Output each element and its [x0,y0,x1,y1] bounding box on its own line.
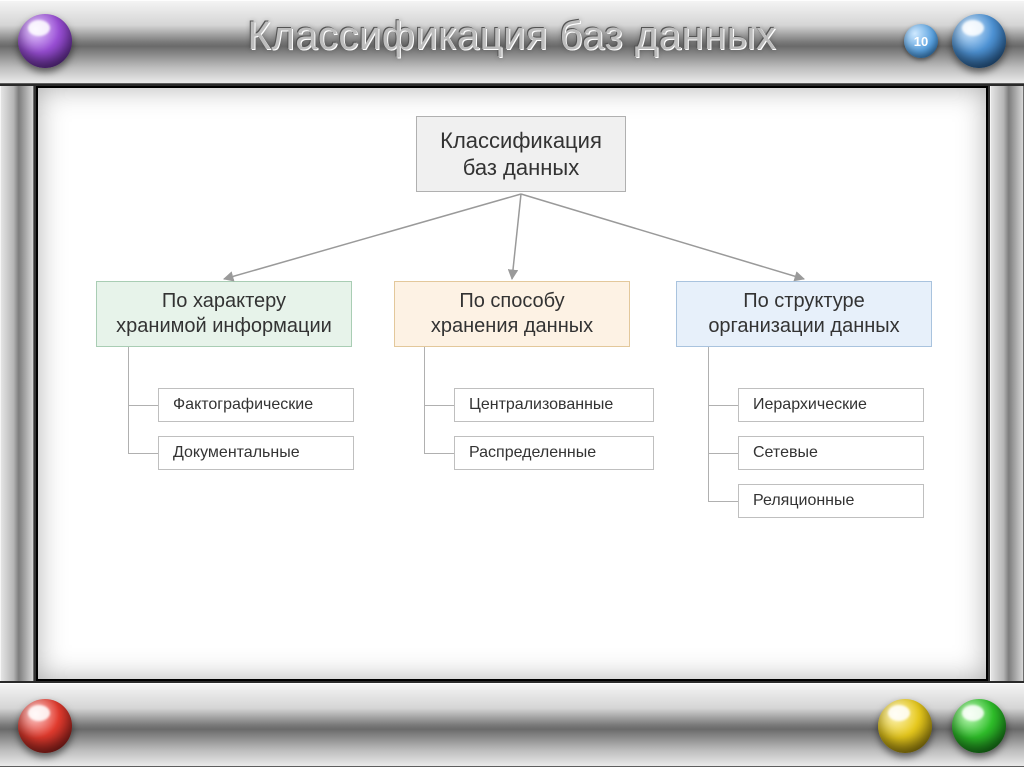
tree-connector [424,453,454,454]
slide-title: Классификация баз данных [0,14,1024,59]
tree-connector [708,347,709,501]
tree-leaf: Централизованные [454,388,654,422]
sphere-green-icon [952,699,1006,753]
slide-frame: 10 Классификация баз данных Классификаци… [0,0,1024,767]
sphere-yellow-icon [878,699,932,753]
tree-leaf: Иерархические [738,388,924,422]
tree-leaf: Реляционные [738,484,924,518]
tree-leaf: Сетевые [738,436,924,470]
content-area: Классификация баз данных По характеру хра… [36,86,988,681]
sphere-red-icon [18,699,72,753]
tree-root: Классификация баз данных [416,116,626,192]
tree-arrows [36,86,336,236]
tree-connector [128,347,129,453]
tree-connector [708,453,738,454]
tree-connector [424,347,425,453]
tree-connector [708,405,738,406]
tree-leaf: Документальные [158,436,354,470]
tree-leaf: Фактографические [158,388,354,422]
tree-branch: По характеру хранимой информации [96,281,352,347]
right-rail [988,86,1024,681]
tree-connector [708,501,738,502]
tree-branch: По структуре организации данных [676,281,932,347]
bottom-bar [0,681,1024,767]
left-rail [0,86,36,681]
tree-connector [424,405,454,406]
tree-connector [128,453,158,454]
tree-connector [128,405,158,406]
classification-tree: Классификация баз данных По характеру хра… [36,86,988,681]
tree-branch: По способу хранения данных [394,281,630,347]
tree-leaf: Распределенные [454,436,654,470]
